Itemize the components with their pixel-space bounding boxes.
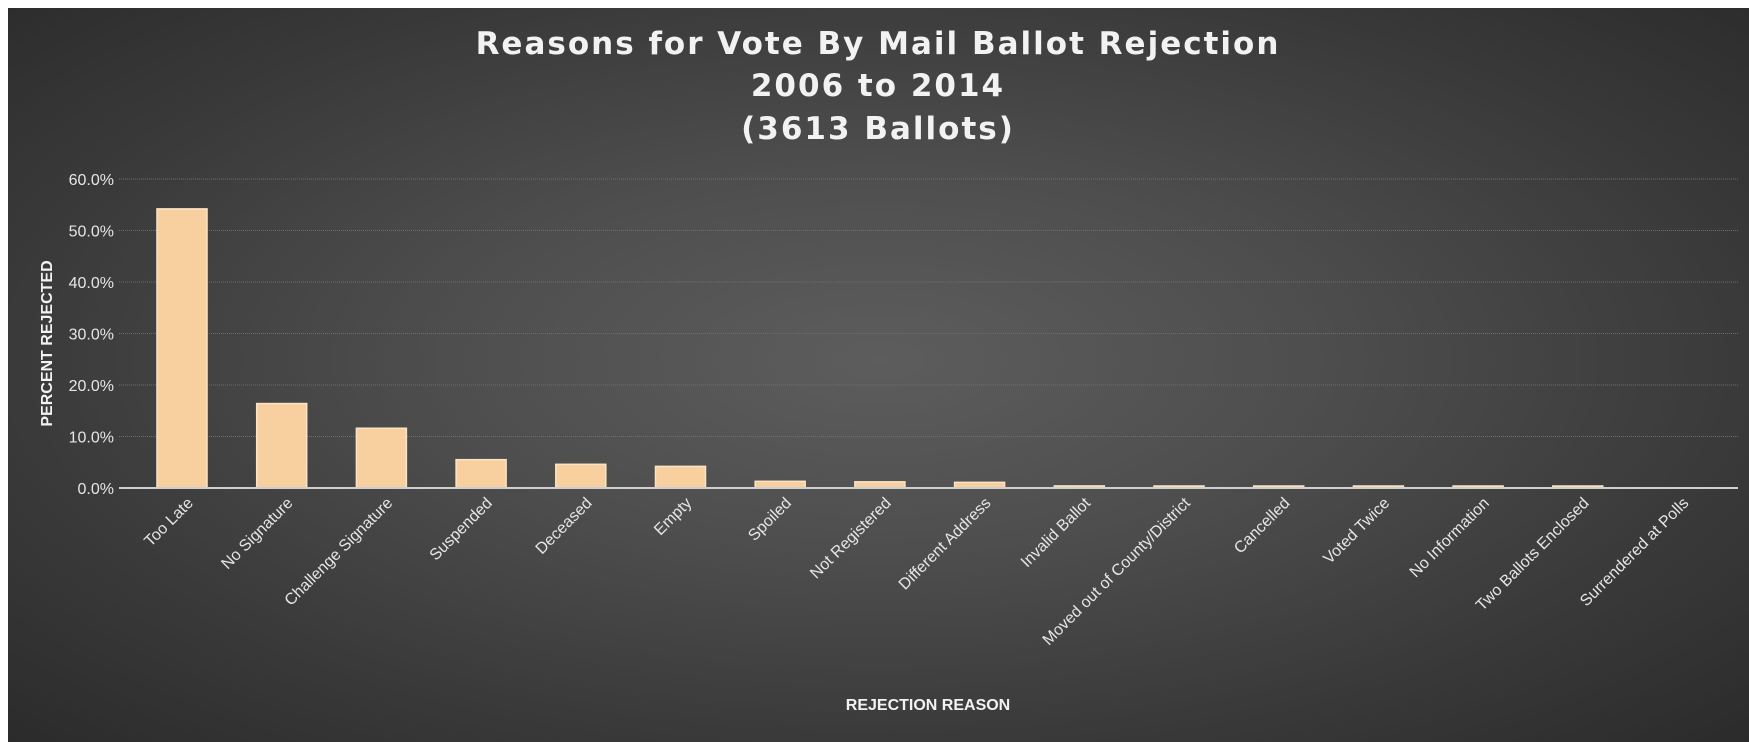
bar <box>455 458 507 489</box>
chart-panel: Reasons for Vote By Mail Ballot Rejectio… <box>8 8 1749 742</box>
bar <box>754 480 806 489</box>
x-tick-label: Challenge Signature <box>282 495 397 610</box>
y-tick-label: 20.0% <box>69 378 114 395</box>
x-tick-label: Empty <box>651 495 695 539</box>
bar <box>255 402 308 489</box>
y-tick-label: 50.0% <box>69 224 114 241</box>
y-tick-label: 30.0% <box>69 327 114 344</box>
y-tick-label: 60.0% <box>69 172 114 189</box>
x-tick-label: No Signature <box>218 495 296 573</box>
bar <box>156 208 208 489</box>
chart-title: Reasons for Vote By Mail Ballot Rejectio… <box>476 26 1281 147</box>
x-tick-label: Deceased <box>533 495 596 558</box>
bars <box>156 208 1604 489</box>
x-tick-label: Voted Twice <box>1320 495 1393 568</box>
y-tick-label: 10.0% <box>69 430 114 447</box>
bar-chart: Reasons for Vote By Mail Ballot Rejectio… <box>39 26 1738 714</box>
y-axis-title: PERCENT REJECTED <box>39 260 56 426</box>
gridlines <box>119 178 1738 437</box>
bar <box>555 463 607 489</box>
chart-title-line-1: Reasons for Vote By Mail Ballot Rejectio… <box>476 26 1281 62</box>
x-tick-label: Cancelled <box>1231 495 1293 557</box>
x-tick-label: Invalid Ballot <box>1018 494 1095 571</box>
bar <box>654 465 707 489</box>
x-tick-label: Surrendered at Polls <box>1577 495 1692 610</box>
x-tick-label: Two Ballots Enclosed <box>1473 495 1593 615</box>
y-axis-ticks: 0.0% 10.0% 20.0% 30.0% 40.0% 50.0% 60.0% <box>69 172 114 498</box>
x-tick-label: Spoiled <box>745 495 795 545</box>
x-tick-label: No Information <box>1407 495 1493 581</box>
chart-title-line-2: 2006 to 2014 <box>751 68 1005 104</box>
x-axis-title: REJECTION REASON <box>846 697 1010 714</box>
y-tick-label: 0.0% <box>78 481 114 498</box>
x-tick-label: Too Late <box>141 495 196 550</box>
bar <box>355 427 408 489</box>
x-tick-label: Suspended <box>427 495 496 564</box>
chart-title-line-3: (3613 Ballots) <box>741 111 1015 147</box>
y-tick-label: 40.0% <box>69 275 114 292</box>
x-tick-label: Not Registered <box>807 495 894 582</box>
x-tick-label: Different Address <box>896 495 995 594</box>
